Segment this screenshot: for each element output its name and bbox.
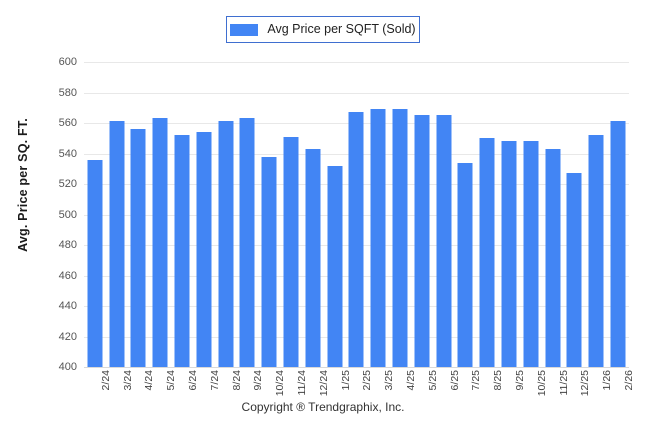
bar-slot [367, 62, 389, 367]
bar-slot [498, 62, 520, 367]
bar[interactable] [501, 141, 517, 367]
gridline [84, 367, 629, 368]
bar-slot [520, 62, 542, 367]
bar[interactable] [457, 162, 473, 367]
y-axis-tick-label: 440 [58, 300, 77, 312]
bar-slot [607, 62, 629, 367]
bar[interactable] [348, 112, 364, 367]
bar[interactable] [479, 138, 495, 367]
bar-slot [215, 62, 237, 367]
bar-slot [433, 62, 455, 367]
bar-slot [455, 62, 477, 367]
bar[interactable] [109, 121, 125, 367]
y-axis-tick-label: 420 [58, 330, 77, 343]
bar[interactable] [566, 173, 582, 367]
x-axis: 2/24 3/24 4/24 5/24 6/24 7/24 8/24 9/24 10/24 11/… [99, 370, 636, 397]
y-axis-tick-label: 580 [58, 86, 77, 99]
bar[interactable] [87, 159, 103, 367]
bar[interactable] [261, 156, 277, 367]
bar-slot [476, 62, 498, 367]
bar-slot [258, 62, 280, 367]
bar[interactable] [392, 109, 408, 367]
bar-slot [84, 62, 106, 367]
bar-slot [237, 62, 259, 367]
gridline [84, 92, 629, 94]
y-axis-tick-label: 500 [58, 208, 77, 221]
bar[interactable] [370, 109, 386, 367]
y-axis-tick-label: 540 [58, 147, 77, 160]
bar[interactable] [610, 121, 626, 367]
y-axis-tick-label: 460 [58, 269, 77, 282]
bar[interactable] [436, 115, 452, 367]
bar-slot [106, 62, 128, 367]
bar[interactable] [239, 118, 255, 367]
gridline [84, 62, 629, 63]
y-axis-tick-label: 600 [58, 56, 77, 68]
y-axis-tick-label: 520 [58, 178, 77, 190]
bar[interactable] [152, 118, 168, 367]
bar[interactable] [174, 135, 190, 367]
bar[interactable] [283, 136, 299, 367]
bar-slot [542, 62, 564, 367]
bar-slot [585, 62, 607, 367]
bar[interactable] [414, 115, 430, 367]
y-axis-tick-label: 480 [58, 239, 77, 251]
bar-slot [171, 62, 193, 367]
y-axis-title-text: Avg. Price per SQ. FT. [16, 118, 30, 252]
bar[interactable] [327, 165, 343, 367]
legend-label: Avg Price per SQFT (Sold) [267, 22, 416, 37]
bar[interactable] [196, 132, 212, 367]
bar-slot [324, 62, 346, 367]
plot-area: 400 420 440 460 480 500 520 540 560 580 600 [59, 56, 629, 373]
y-axis-tick-label: 560 [58, 117, 77, 129]
y-axis-tick-label: 400 [58, 361, 77, 373]
bar[interactable] [305, 148, 321, 367]
bar[interactable] [523, 141, 539, 367]
bar-slot [346, 62, 368, 367]
bar-slot [193, 62, 215, 367]
bar[interactable] [545, 148, 561, 367]
copyright-text: Copyright ® Trendgraphix, Inc. [241, 400, 405, 414]
legend-swatch-icon [230, 23, 259, 36]
bar-slot [411, 62, 433, 367]
bar-slot [128, 62, 150, 367]
bar-series [84, 62, 629, 367]
y-axis-title: Avg. Price per SQ. FT. [0, 0, 46, 370]
bar[interactable] [130, 129, 146, 367]
bar-slot [280, 62, 302, 367]
bar[interactable] [218, 121, 234, 367]
bar-slot [564, 62, 586, 367]
bar-slot [302, 62, 324, 367]
bar-slot [149, 62, 171, 367]
chart-legend: Avg Price per SQFT (Sold) [226, 16, 420, 43]
bar[interactable] [588, 135, 604, 367]
bar-slot [389, 62, 411, 367]
